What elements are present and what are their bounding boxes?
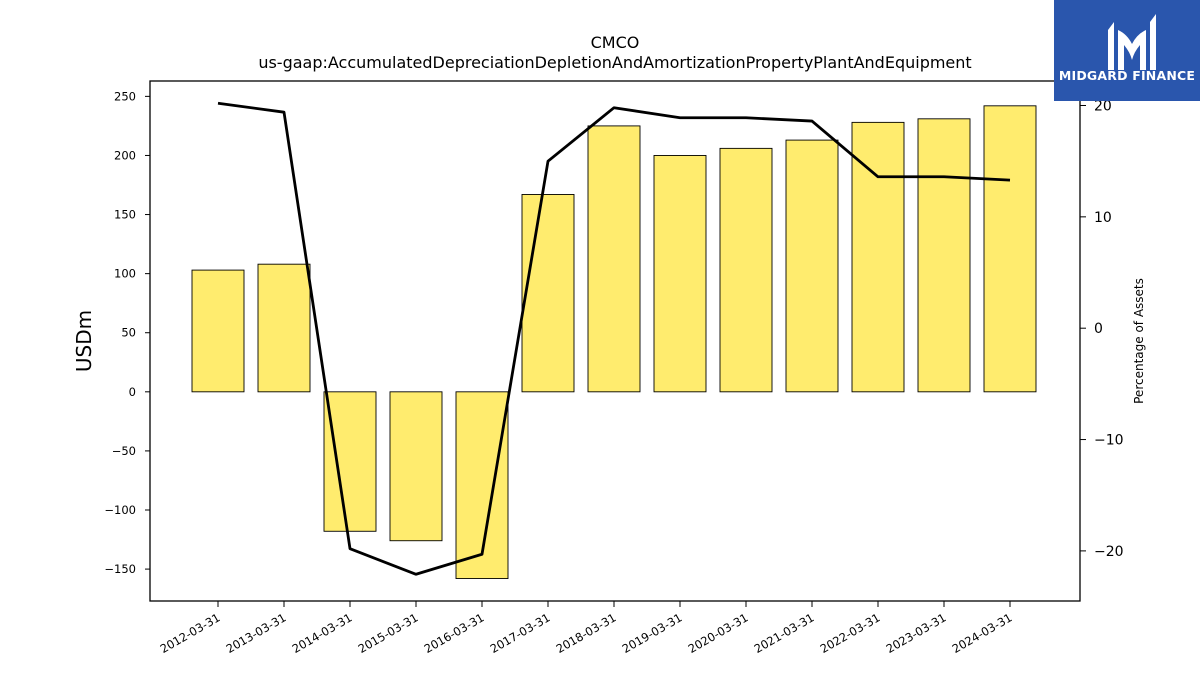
right-tick-label: −20 — [1094, 544, 1124, 560]
x-tick-label: 2021-03-31 — [752, 610, 817, 656]
bar-2017-03-31 — [521, 194, 575, 393]
right-axis: 20 10 0 −10 −20 — [1080, 98, 1124, 560]
left-tick-label: −150 — [104, 562, 136, 576]
left-tick-label: −50 — [112, 444, 136, 458]
chart-subtitle: us-gaap:AccumulatedDepreciationDepletion… — [258, 53, 971, 72]
bar-2024-03-31 — [983, 105, 1037, 393]
x-tick-label: 2015-03-31 — [356, 610, 421, 656]
x-tick-label: 2018-03-31 — [554, 610, 619, 656]
y-axis-label: USDm — [72, 310, 96, 372]
right-tick-label: −10 — [1094, 433, 1124, 449]
x-tick-label: 2017-03-31 — [488, 610, 553, 656]
bar-2012-03-31 — [191, 269, 245, 393]
left-tick-label: 50 — [121, 326, 136, 340]
left-tick-label: −100 — [104, 503, 136, 517]
percentage-line — [217, 101, 1011, 576]
left-axis: 250 200 150 100 50 0 −50 −100 −150 — [104, 89, 150, 576]
logo-mark-icon — [1108, 14, 1156, 70]
bar-2021-03-31 — [785, 139, 839, 393]
x-tick-label: 2019-03-31 — [620, 610, 685, 656]
x-tick-label: 2012-03-31 — [158, 610, 223, 656]
x-tick-label: 2014-03-31 — [290, 610, 355, 656]
bar-2019-03-31 — [653, 155, 707, 393]
logo-text: MIDGARD FINANCE — [1058, 68, 1196, 83]
x-tick-label: 2023-03-31 — [884, 610, 949, 656]
x-tick-label: 2016-03-31 — [422, 610, 487, 656]
x-tick-label: 2022-03-31 — [818, 610, 883, 656]
left-tick-label: 100 — [114, 267, 136, 281]
chart-title: CMCO — [591, 33, 640, 52]
bar-2018-03-31 — [587, 125, 641, 393]
bars — [191, 105, 1037, 579]
x-axis: 2012-03-31 2013-03-31 2014-03-31 2015-03-31… — [158, 601, 1015, 656]
bar-2013-03-31 — [257, 263, 311, 393]
x-tick-label: 2024-03-31 — [950, 610, 1015, 656]
left-tick-label: 0 — [129, 385, 136, 399]
bar-2015-03-31 — [389, 391, 443, 542]
bar-2022-03-31 — [851, 121, 905, 393]
right-tick-label: 10 — [1094, 210, 1112, 226]
bar-2014-03-31 — [323, 391, 377, 532]
bar-2020-03-31 — [719, 147, 773, 393]
right-tick-label: 20 — [1094, 98, 1112, 114]
left-tick-label: 250 — [114, 89, 136, 103]
percentage-line-path — [217, 101, 1011, 576]
left-tick-label: 150 — [114, 208, 136, 222]
x-tick-label: 2020-03-31 — [686, 610, 751, 656]
brand-logo: MIDGARD FINANCE — [1054, 0, 1200, 101]
y2-axis-label: Percentage of Assets — [1132, 278, 1146, 404]
left-tick-label: 200 — [114, 148, 136, 162]
right-tick-label: 0 — [1094, 321, 1103, 337]
bar-2023-03-31 — [917, 118, 971, 393]
plot-frame — [149, 80, 1081, 602]
x-tick-label: 2013-03-31 — [224, 610, 289, 656]
